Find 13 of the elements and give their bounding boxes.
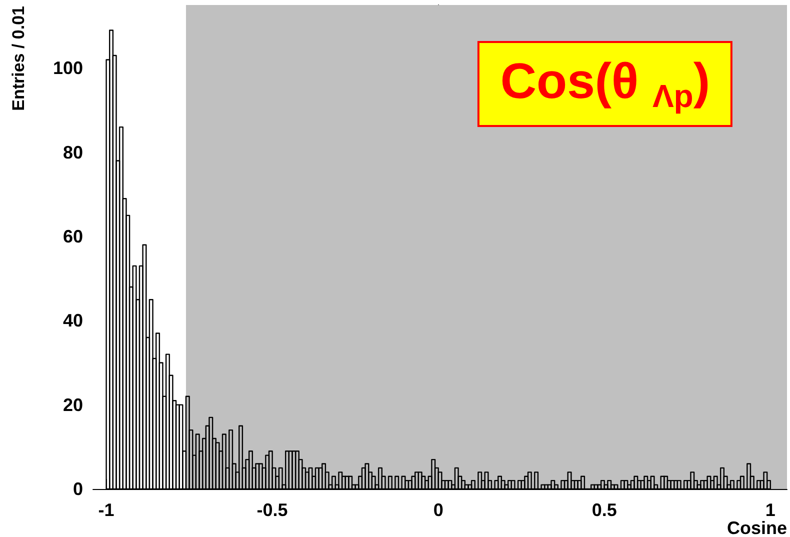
x-tick-label: -1 [98,500,114,520]
y-tick-label: 100 [52,58,83,78]
x-tick-label: -0.5 [256,500,288,520]
y-tick-label: 80 [62,142,83,162]
y-tick-label: 60 [62,226,83,246]
x-tick-label: 0.5 [592,500,617,520]
y-tick-label: 40 [62,310,83,331]
y-tick-label: 0 [72,479,83,499]
x-tick-label: 0 [433,500,444,520]
y-tick-label: 20 [62,394,83,415]
x-axis-title: Cosine [726,518,787,537]
y-axis-title: Entries / 0.01 [9,6,28,111]
x-tick-label: 1 [765,500,776,520]
